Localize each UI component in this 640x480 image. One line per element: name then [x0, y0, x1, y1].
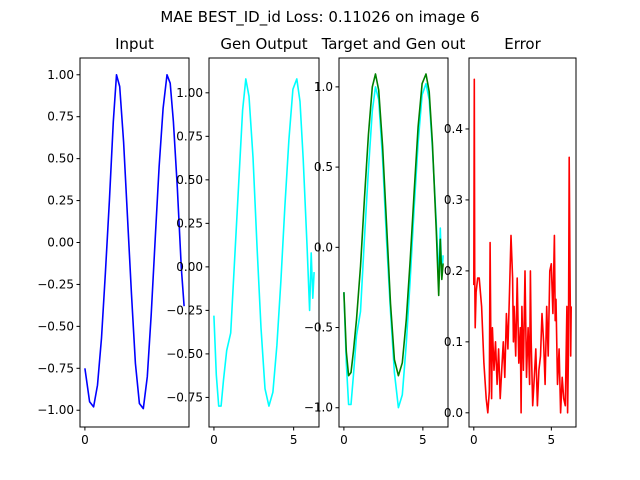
series-line-1	[343, 82, 444, 409]
y-tick-label: −0.5	[304, 321, 333, 335]
y-tick-label: 0.1	[444, 335, 463, 349]
y-tick-label: −0.75	[166, 390, 203, 404]
series-line-1	[213, 78, 315, 407]
y-tick-label: 0.00	[176, 260, 203, 274]
x-tick-label: 5	[419, 433, 427, 447]
subplot-title: Error	[504, 35, 541, 53]
y-tick-label: 0.0	[314, 240, 333, 254]
y-tick-label: −0.50	[166, 347, 203, 361]
axes-frame	[338, 57, 449, 428]
series-line-1	[472, 78, 572, 414]
y-tick-label: −0.50	[37, 319, 74, 333]
y-tick-label: −1.0	[304, 401, 333, 415]
subplot-1: 1.00 0.75 0.50 0.25 0.00 −0.25 −0.50 −0.75 −1.00…	[37, 35, 190, 447]
subplot-title: Target and Gen out	[321, 35, 466, 53]
y-tick-label: 1.00	[47, 68, 74, 82]
subplot-4: 0.4 0.3 0.2 0.1 0.0 0 5 Error	[444, 35, 577, 447]
x-tick-label: 0	[340, 433, 348, 447]
axes-frame	[208, 57, 320, 428]
y-tick-label: 0.00	[47, 236, 74, 250]
subplot-grid: 1.000.750.500.250.00−0.25−0.50−0.75−1.00…	[37, 35, 577, 447]
y-tick-label: −0.75	[37, 361, 74, 375]
y-tick-label: 0.75	[47, 110, 74, 124]
y-tick-label: 0.25	[47, 194, 74, 208]
y-tick-label: 0.75	[176, 129, 203, 143]
y-tick-label: −0.25	[166, 303, 203, 317]
series-line-1	[84, 74, 185, 410]
y-tick-label: 0.2	[444, 264, 463, 278]
x-tick-label: 0	[470, 433, 478, 447]
x-tick-label: 5	[548, 433, 556, 447]
y-tick-label: 0.50	[176, 173, 203, 187]
y-tick-label: 1.00	[176, 86, 203, 100]
x-tick-label: 5	[290, 433, 298, 447]
series-line-2	[343, 73, 444, 377]
y-tick-label: −0.25	[37, 277, 74, 291]
subplot-title: Input	[115, 35, 154, 53]
y-tick-label: 0.5	[314, 160, 333, 174]
figure-title: MAE BEST_ID_id Loss: 0.11026 on image 6	[160, 8, 479, 27]
subplot-3: 1.0 0.5 0.0 −0.5 −1.0 0 5 Target and Gen out	[304, 35, 466, 447]
x-tick-label: 0	[81, 433, 89, 447]
y-tick-label: 0.3	[444, 193, 463, 207]
y-tick-label: −1.00	[37, 403, 74, 417]
y-tick-label: 1.0	[314, 80, 333, 94]
y-tick-label: 0.50	[47, 152, 74, 166]
y-tick-label: 0.4	[444, 122, 463, 136]
subplot-2: 1.00 0.75 0.50 0.25 0.00 −0.25 −0.50 −0.75 0 5 Gen…	[166, 35, 320, 447]
y-tick-label: 0.0	[444, 406, 463, 420]
axes-frame	[468, 57, 577, 428]
x-tick-label: 0	[210, 433, 218, 447]
y-tick-label: 0.25	[176, 216, 203, 230]
subplot-title: Gen Output	[220, 35, 307, 53]
